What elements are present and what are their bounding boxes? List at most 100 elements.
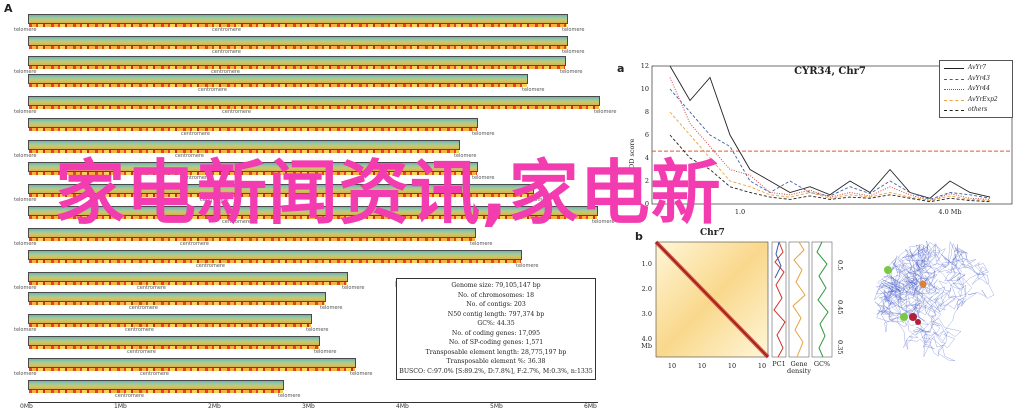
centromere-label: centromere [140, 371, 169, 377]
chromosome-bar [28, 14, 568, 27]
axis-tick-label: 0Mb [20, 403, 33, 410]
telomere-label: telomere [342, 285, 365, 291]
genome-stat-line: No. of chromosomes: 18 [457, 291, 535, 299]
legend-label: others [968, 106, 988, 113]
telomere-label: telomere [278, 393, 301, 399]
locus-orange [919, 280, 927, 288]
genome-stat-line: GC%: 44.35 [477, 320, 515, 327]
legend-swatch [944, 68, 964, 69]
telomere-label: telomere [14, 27, 37, 33]
chromosome-row: telomere centromere telomere [14, 314, 328, 336]
lod-series-line [669, 134, 991, 203]
centromere-label: centromere [137, 285, 166, 291]
chromosome-row: centromere telomere [28, 162, 494, 184]
chromosome-row: centromere telomere [28, 74, 544, 96]
genome-stat-line: Genome size: 79,105,147 bp [451, 282, 541, 289]
telomere-label: telomere [560, 69, 583, 75]
telomere-label: telomere [522, 87, 545, 93]
hic-x-tick: 10 [668, 362, 676, 370]
genome-stat-line: BUSCO: C:97.0% [S:89.2%, D:7.8%], F:2.7%… [399, 367, 593, 375]
hic-y-unit: Mb [641, 342, 652, 350]
lod-series-line [669, 77, 991, 202]
centromere-label: centromere [222, 109, 251, 115]
gc-signal [816, 241, 829, 358]
genome-3d-structure [874, 240, 995, 361]
legend-entry: AvYr43 [944, 75, 1012, 84]
hic-track-label: Gene [790, 360, 807, 368]
lod-y-axis: 0 2 4 6 8 10 12 1.0 4.0 Mb [641, 62, 1013, 216]
locus-red-2 [915, 319, 921, 325]
hic-panel: 1.0 2.0 3.0 4.0Mb 10 10 10 10 PC1 GenedensityGC… [641, 240, 844, 375]
centromere-label: centromere [212, 49, 241, 55]
legend-entry: AvYr7 [944, 64, 1012, 73]
genome-stats-box: Genome size: 79,105,147 bp No. of chromos… [396, 278, 596, 380]
axis-tick-label: 4Mb [396, 403, 409, 410]
telomere-label: telomere [306, 327, 329, 333]
panel-a-label: A [4, 2, 13, 15]
telomere-label: telomere [592, 219, 615, 225]
chromosome-row: telomere centromere telomere [14, 56, 582, 78]
chromosome-row: centromere telomere [28, 292, 342, 314]
legend-label: AvYr43 [968, 74, 990, 82]
telomere-label: telomere [314, 349, 337, 355]
telomere-label: telomere [320, 305, 343, 311]
chromosome-row: telomere centromere telomere [14, 14, 584, 36]
chromosome-bar [28, 250, 522, 263]
chromosome-row: telomere centromere telomere [14, 228, 492, 250]
telomere-label: telomere [470, 241, 493, 247]
lod-y-tick: 4 [645, 154, 649, 162]
lod-chart: CYR34, Chr7 0 2 4 6 8 10 12 1.0 4.0 Mb LOD score [628, 62, 1013, 216]
chromosome-bar [28, 206, 598, 219]
hic-y-tick: 1.0 [642, 260, 652, 268]
lod-series-line [669, 111, 991, 202]
chromosome-bar [28, 36, 568, 49]
axis-tick-label: 3Mb [302, 403, 315, 410]
legend-entry: AvYr44 [944, 85, 1012, 94]
chromosome-row: centromere telomere [28, 36, 584, 58]
legend-swatch [944, 110, 964, 111]
genome-stat-line: No. of SP-coding genes: 1,571 [448, 339, 544, 346]
locus-green-2 [900, 313, 908, 321]
chromosome-bar [28, 162, 478, 175]
hic-y-tick: 4.0 [642, 335, 652, 343]
telomere-label: telomere [472, 175, 495, 181]
hic-x-tick: 10 [728, 362, 736, 370]
telomere-label: telomere [594, 109, 617, 115]
telomere-label: telomere [516, 263, 539, 269]
telomere-label: telomere [14, 153, 37, 159]
chromosome-row: telomere centromere telomere [14, 358, 372, 380]
chromosome-bar [28, 96, 600, 109]
lod-y-tick: 12 [641, 62, 649, 70]
centromere-label: centromere [196, 263, 225, 269]
legend-swatch [944, 89, 964, 90]
lod-legend: AvYr7 AvYr43 AvYr44 AvYrExp2 others [939, 60, 1013, 118]
lod-y-tick: 0 [645, 200, 649, 208]
hic-y-tick: 3.0 [642, 310, 652, 318]
chromosome-row: centromere telomere [28, 250, 538, 272]
chromosome-bar [28, 292, 326, 305]
chromosome-bar [28, 380, 284, 393]
centromere-label: centromere [180, 241, 209, 247]
hic-side-ticks: 0.5 0.45 0.35 [836, 260, 844, 354]
centromere-label: centromere [211, 69, 240, 75]
hic-y-tick: 2.0 [642, 285, 652, 293]
hic-x-ticks: 10 10 10 10 [668, 362, 766, 370]
legend-label: AvYrExp2 [968, 95, 998, 103]
centromere-label: centromere [129, 305, 158, 311]
telomere-label: telomere [14, 285, 37, 291]
hic-side-tick: 0.35 [836, 340, 844, 354]
centromere-label: centromere [181, 175, 210, 181]
telomere-label: telomere [14, 69, 37, 75]
chromosome-row: centromere telomere [28, 380, 300, 402]
genome-stat-line: No. of coding genes: 17,095 [451, 329, 541, 337]
chromosome-row: telomere centromere telomere [14, 140, 476, 162]
centromere-label: centromere [222, 219, 251, 225]
centromere-label: centromere [115, 393, 144, 399]
lod-plot-area [652, 65, 1012, 203]
chromosome-bar [28, 228, 476, 241]
chromosome-row: telomere centromere telomere [14, 184, 550, 206]
hic-diagonal-core [655, 241, 769, 358]
locus-green-1 [884, 266, 892, 274]
centromere-label: centromere [175, 153, 204, 159]
chromosome-bar [28, 358, 356, 371]
